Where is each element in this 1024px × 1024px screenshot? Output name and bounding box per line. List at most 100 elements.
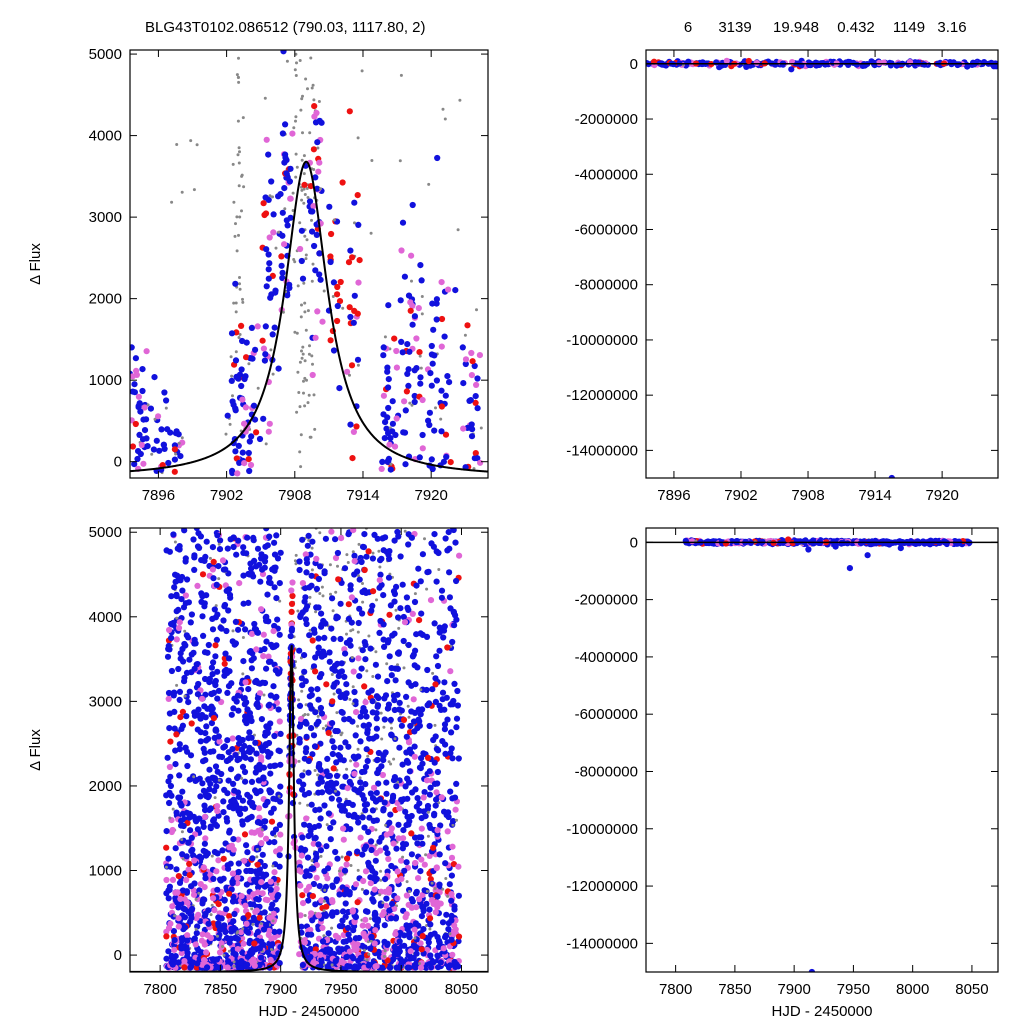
- data-point-magenta: [433, 789, 440, 796]
- data-point-blue: [241, 375, 248, 383]
- data-point-blue: [279, 130, 286, 137]
- data-point-blue: [474, 375, 481, 382]
- data-point-blue: [262, 323, 269, 330]
- data-point-blue: [427, 370, 434, 377]
- data-point-gray: [236, 153, 240, 157]
- data-point-blue: [969, 61, 976, 68]
- data-point-magenta: [403, 892, 410, 899]
- data-point-blue: [337, 802, 344, 810]
- data-point-blue: [276, 928, 283, 935]
- data-point-blue: [406, 964, 413, 971]
- data-point-blue: [183, 809, 191, 816]
- data-point-blue: [214, 695, 221, 702]
- data-point-gray: [295, 165, 299, 169]
- data-point-blue: [453, 715, 461, 722]
- data-point-blue: [271, 732, 278, 740]
- data-point-blue: [271, 928, 278, 936]
- data-point-blue: [263, 638, 270, 645]
- data-point-magenta: [182, 592, 189, 599]
- data-point-blue: [391, 590, 398, 598]
- data-point-blue: [272, 826, 280, 833]
- data-point-magenta: [455, 863, 462, 870]
- data-point-gray: [323, 888, 327, 892]
- data-point-blue: [460, 380, 467, 387]
- data-point-blue: [250, 914, 257, 921]
- x-tick-label: 7914: [858, 487, 891, 504]
- data-point-gray: [299, 465, 303, 469]
- data-point-gray: [428, 927, 432, 931]
- data-point-blue: [296, 558, 303, 565]
- data-point-blue: [216, 546, 224, 553]
- data-point-magenta: [175, 624, 183, 632]
- y-tick-label: 4000: [89, 609, 122, 626]
- data-point-gray: [437, 568, 441, 571]
- data-point-gray: [276, 882, 280, 886]
- data-point-blue: [301, 668, 308, 675]
- data-point-blue: [352, 935, 359, 942]
- data-point-magenta: [448, 891, 455, 898]
- data-point-blue: [165, 855, 172, 862]
- data-point-blue: [206, 766, 213, 773]
- data-point-blue: [333, 772, 341, 780]
- data-point-blue: [226, 829, 233, 836]
- data-point-blue: [249, 799, 256, 807]
- data-point-blue: [210, 659, 217, 666]
- data-point-red: [472, 450, 479, 457]
- data-point-blue: [262, 194, 269, 201]
- data-point-magenta: [433, 864, 440, 871]
- data-point-magenta: [312, 334, 319, 341]
- data-point-blue: [261, 679, 269, 687]
- data-point-blue: [438, 428, 445, 435]
- data-point-gray: [234, 350, 238, 354]
- data-point-blue: [384, 678, 391, 685]
- data-point-gray: [320, 585, 324, 589]
- data-point-gray: [413, 592, 417, 596]
- data-point-gray: [231, 162, 235, 166]
- data-point-gray: [285, 59, 289, 63]
- data-point-gray: [319, 854, 323, 858]
- data-point-gray: [238, 215, 242, 219]
- data-point-blue: [232, 951, 239, 958]
- data-point-blue: [422, 813, 429, 820]
- data-point-blue: [805, 546, 812, 553]
- data-point-magenta: [210, 895, 217, 902]
- data-point-blue: [391, 630, 398, 637]
- data-point-blue: [248, 746, 256, 753]
- data-point-blue: [341, 673, 348, 681]
- data-point-blue: [364, 757, 371, 765]
- data-point-gray: [301, 352, 305, 356]
- data-point-blue: [362, 763, 370, 771]
- data-point-magenta: [289, 130, 296, 137]
- data-point-blue: [468, 421, 475, 428]
- data-point-gray: [180, 190, 184, 194]
- data-point-blue: [308, 691, 315, 699]
- data-point-gray: [325, 823, 329, 827]
- data-point-blue: [450, 818, 457, 825]
- data-point-blue: [273, 595, 280, 602]
- data-point-gray: [334, 789, 337, 793]
- data-point-blue: [427, 952, 434, 959]
- data-point-blue: [321, 634, 328, 642]
- data-point-blue: [328, 911, 335, 918]
- data-point-blue: [178, 596, 185, 603]
- data-point-magenta: [377, 847, 384, 854]
- data-point-blue: [269, 941, 276, 948]
- data-point-blue: [423, 900, 430, 907]
- data-point-gray: [313, 769, 317, 772]
- data-point-red: [186, 872, 193, 879]
- data-point-magenta: [258, 754, 265, 761]
- data-point-blue: [204, 964, 211, 971]
- data-point-gray: [228, 422, 232, 426]
- y-tick-label: 3000: [89, 209, 122, 226]
- data-point-blue: [316, 883, 323, 890]
- y-tick-label: -14000000: [566, 442, 638, 459]
- data-point-blue: [380, 411, 387, 418]
- data-point-gray: [170, 200, 174, 204]
- data-point-blue: [296, 647, 303, 654]
- data-point-magenta: [407, 299, 414, 306]
- data-point-blue: [332, 848, 339, 856]
- data-point-blue: [265, 702, 272, 709]
- data-point-blue: [466, 397, 473, 404]
- data-point-blue: [268, 905, 275, 912]
- data-point-blue: [408, 812, 415, 820]
